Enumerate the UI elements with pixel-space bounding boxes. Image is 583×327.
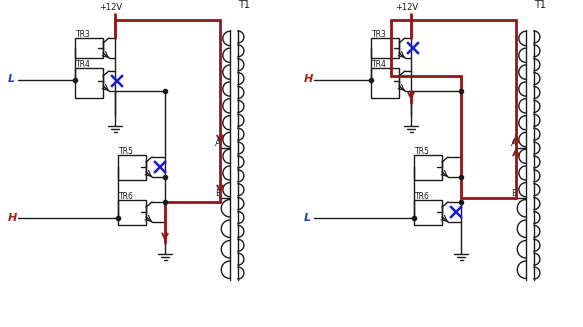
Text: L: L	[8, 74, 15, 84]
Text: H: H	[304, 74, 313, 84]
Text: TR4: TR4	[76, 60, 91, 69]
Text: B: B	[215, 189, 221, 198]
Bar	[118, 155, 146, 180]
Bar	[371, 68, 399, 98]
Text: TR5: TR5	[415, 147, 430, 156]
Text: B: B	[511, 189, 517, 198]
Text: T1: T1	[238, 0, 250, 10]
Text: +12V: +12V	[100, 3, 122, 12]
Bar	[371, 38, 399, 58]
Bar	[75, 68, 103, 98]
Bar	[75, 38, 103, 58]
Text: A: A	[215, 139, 221, 148]
Text: TR6: TR6	[415, 192, 430, 201]
Text: TR3: TR3	[76, 30, 91, 39]
Text: TR3: TR3	[372, 30, 387, 39]
Text: H: H	[8, 213, 17, 223]
Bar	[118, 200, 146, 225]
Text: L: L	[304, 213, 311, 223]
Bar	[414, 200, 442, 225]
Bar	[414, 155, 442, 180]
Text: +12V: +12V	[395, 3, 419, 12]
Text: T1: T1	[534, 0, 546, 10]
Text: A: A	[511, 139, 517, 148]
Text: TR6: TR6	[119, 192, 134, 201]
Text: TR4: TR4	[372, 60, 387, 69]
Text: TR5: TR5	[119, 147, 134, 156]
